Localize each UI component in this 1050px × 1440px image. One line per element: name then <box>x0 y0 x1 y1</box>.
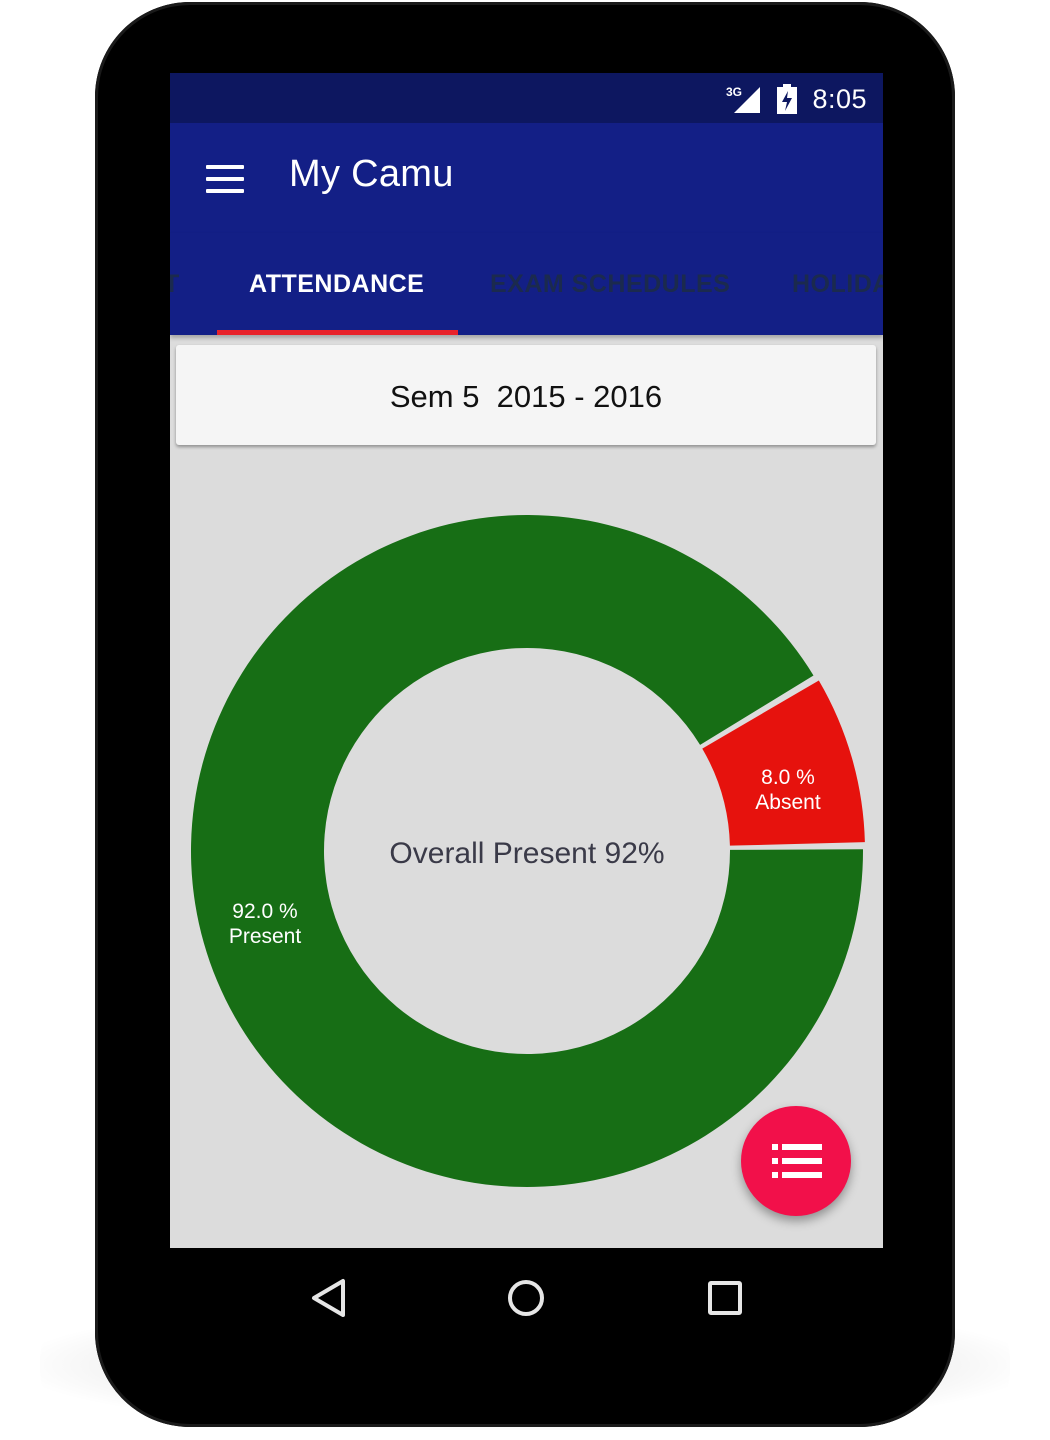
absent-percent-label: 8.0 % <box>761 766 815 789</box>
present-percent-label: 92.0 % <box>232 900 297 923</box>
network-type-label: 3G <box>726 85 742 99</box>
list-icon <box>772 1144 822 1178</box>
recents-square-icon[interactable] <box>700 1273 750 1323</box>
app-screen: 8.0 % Absent 92.0 % Present Overall Present … <box>170 73 883 1248</box>
status-icons: 3G 8:05 <box>726 83 867 115</box>
active-tab-indicator <box>217 330 458 335</box>
tab-previous-partial[interactable]: T <box>170 270 180 298</box>
hamburger-menu-icon[interactable] <box>206 165 244 193</box>
semester-label: Sem 5 2015 - 2016 <box>389 379 663 414</box>
semester-selector[interactable]: Sem 5 2015 - 2016 <box>176 345 876 445</box>
list-view-fab-button[interactable] <box>741 1106 851 1216</box>
tab-exam-schedules[interactable]: EXAM SCHEDULES <box>490 270 731 298</box>
present-name-label: Present <box>229 925 302 948</box>
back-triangle-icon[interactable] <box>305 1273 355 1323</box>
app-bar: My Camu <box>170 123 883 233</box>
attendance-donut-chart: 8.0 %Absent 92.0 %Present Overall Present … <box>191 515 865 1188</box>
cellular-signal-icon: 3G <box>726 85 761 113</box>
tab-bar: T ATTENDANCE EXAM SCHEDULES HOLIDA <box>170 233 883 335</box>
system-navigation-bar <box>170 1248 883 1348</box>
battery-charging-icon <box>777 84 798 114</box>
overall-present-label: Overall Present 92% <box>389 837 664 870</box>
status-bar: 3G 8:05 <box>170 73 883 123</box>
app-title: My Camu <box>289 153 454 195</box>
home-circle-icon[interactable] <box>501 1273 551 1323</box>
donut-slice-absent <box>702 680 865 846</box>
tab-attendance[interactable]: ATTENDANCE <box>249 270 425 298</box>
clock-time: 8:05 <box>812 83 867 114</box>
tab-holidays-partial[interactable]: HOLIDA <box>792 270 883 298</box>
absent-name-label: Absent <box>755 791 821 814</box>
donut-slice-present <box>191 515 864 1188</box>
